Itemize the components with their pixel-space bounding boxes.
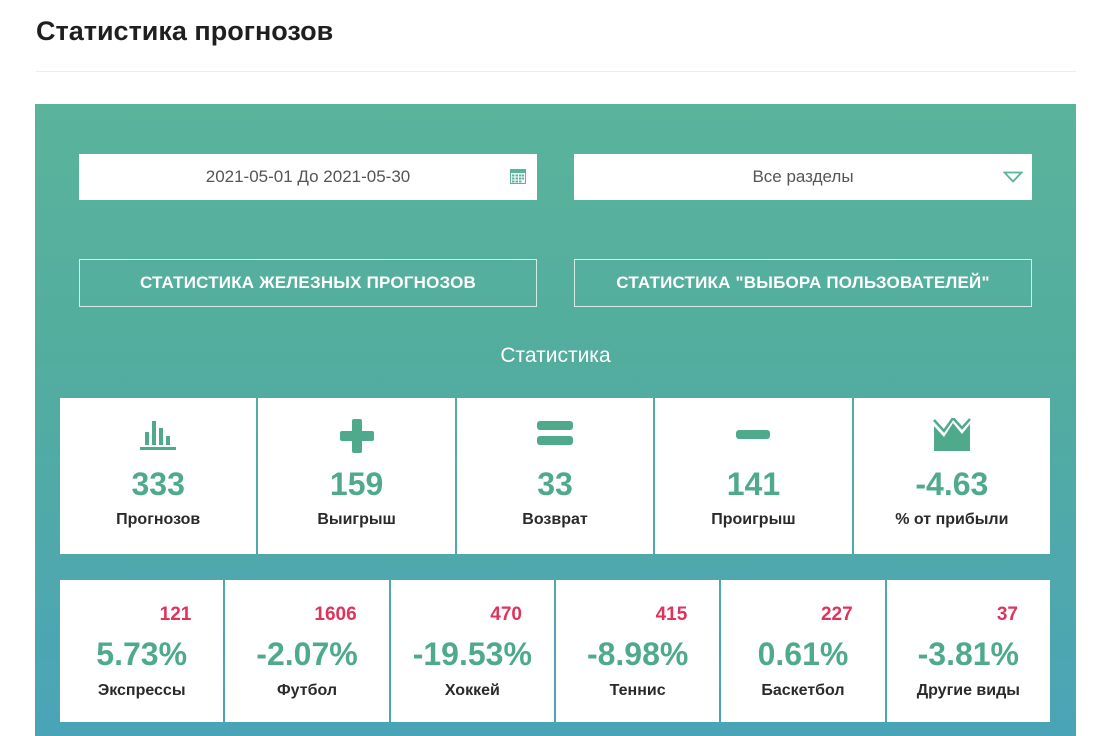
plus-icon <box>339 419 374 453</box>
sport-percent: -8.98% <box>586 636 689 672</box>
chevron-down-icon <box>1003 171 1023 183</box>
sport-label: Другие виды <box>916 682 1020 699</box>
users-choice-stats-button[interactable]: СТАТИСТИКА "ВЫБОРА ПОЛЬЗОВАТЕЛЕЙ" <box>574 259 1032 307</box>
stat-card-predictions: 333 Прогнозов <box>60 398 257 554</box>
stats-panel: 2021-05-01 До 2021-05-30 Все разделы СТА… <box>35 104 1076 736</box>
sport-percent: -19.53% <box>412 636 532 672</box>
page-title: Статистика прогнозов <box>36 16 334 46</box>
sport-percent: 5.73% <box>96 636 188 672</box>
section-select[interactable]: Все разделы <box>574 154 1032 200</box>
stat-label: Проигрыш <box>711 511 796 528</box>
sport-card-other: 37 -3.81% Другие виды <box>886 580 1050 722</box>
date-range-value: 2021-05-01 До 2021-05-30 <box>205 167 411 186</box>
sport-label: Баскетбол <box>761 682 845 699</box>
minus-icon <box>736 430 771 439</box>
sport-card-express: 121 5.73% Экспрессы <box>60 580 224 722</box>
sport-card-tennis: 415 -8.98% Теннис <box>555 580 720 722</box>
sport-label: Теннис <box>609 682 666 699</box>
stats-heading: Статистика <box>500 344 611 367</box>
stat-value: -4.63 <box>915 466 989 502</box>
sports-stats-row: 121 5.73% Экспрессы 1606 -2.07% Футбол 4… <box>60 580 1050 722</box>
stat-value: 159 <box>329 466 384 502</box>
sport-percent: -2.07% <box>256 636 358 672</box>
sport-card-football: 1606 -2.07% Футбол <box>225 580 389 722</box>
sport-percent: -3.81% <box>917 636 1019 672</box>
equals-icon <box>537 421 574 445</box>
sport-count: 415 <box>655 604 688 625</box>
sport-count: 470 <box>490 604 522 625</box>
sport-count: 1606 <box>314 604 357 625</box>
stat-card-wins: 159 Выигрыш <box>258 398 455 554</box>
summary-stats-row: 333 Прогнозов 159 Выигрыш 33 Возврат 141 <box>60 398 1051 554</box>
sport-percent: 0.61% <box>757 636 849 672</box>
stat-label: % от прибыли <box>895 511 1009 528</box>
area-chart-icon <box>932 418 971 451</box>
sport-label: Хоккей <box>444 682 500 699</box>
sport-card-hockey: 470 -19.53% Хоккей <box>390 580 554 722</box>
stat-label: Выигрыш <box>317 511 396 528</box>
stat-card-losses: 141 Проигрыш <box>655 398 852 554</box>
stat-card-profit: -4.63 % от прибыли <box>853 398 1051 554</box>
sport-count: 37 <box>996 604 1018 625</box>
title-divider <box>36 71 1076 72</box>
stat-value: 141 <box>726 466 781 502</box>
section-select-value: Все разделы <box>752 167 854 186</box>
stat-label: Прогнозов <box>116 511 201 528</box>
sport-card-basketball: 227 0.61% Баскетбол <box>721 580 885 722</box>
bar-chart-icon <box>140 421 177 450</box>
stat-card-returns: 33 Возврат <box>456 398 654 554</box>
date-range-field[interactable]: 2021-05-01 До 2021-05-30 <box>79 154 537 200</box>
sport-count: 121 <box>159 604 192 625</box>
stat-value: 33 <box>537 466 573 502</box>
calendar-icon[interactable] <box>510 169 526 184</box>
sport-count: 227 <box>820 604 853 625</box>
stat-label: Возврат <box>522 511 588 528</box>
sport-label: Экспрессы <box>97 682 186 699</box>
iron-stats-button[interactable]: СТАТИСТИКА ЖЕЛЕЗНЫХ ПРОГНОЗОВ <box>79 259 537 307</box>
stat-value: 333 <box>131 466 185 502</box>
sport-label: Футбол <box>276 682 337 699</box>
